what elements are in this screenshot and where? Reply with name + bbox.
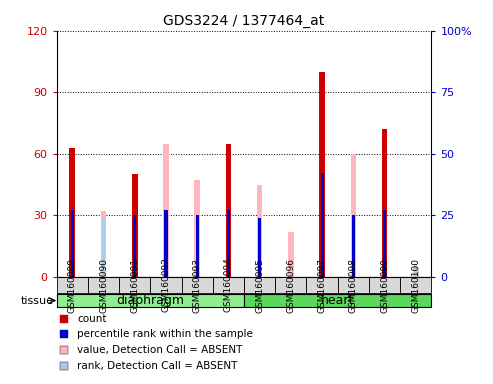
Text: GSM160097: GSM160097 bbox=[317, 258, 326, 313]
Bar bbox=[351, 154, 356, 277]
Bar bbox=[165, 210, 168, 277]
Bar bbox=[71, 210, 74, 277]
Text: rank, Detection Call = ABSENT: rank, Detection Call = ABSENT bbox=[77, 361, 238, 371]
Text: GSM160091: GSM160091 bbox=[130, 258, 139, 313]
Bar bbox=[102, 218, 105, 277]
Bar bbox=[307, 277, 338, 293]
Text: GSM160089: GSM160089 bbox=[68, 258, 77, 313]
Bar bbox=[150, 277, 181, 293]
Title: GDS3224 / 1377464_at: GDS3224 / 1377464_at bbox=[163, 14, 325, 28]
Text: GSM160098: GSM160098 bbox=[349, 258, 358, 313]
Text: GSM160092: GSM160092 bbox=[162, 258, 171, 313]
Bar bbox=[383, 210, 386, 277]
Text: GSM160094: GSM160094 bbox=[224, 258, 233, 313]
Text: GSM160100: GSM160100 bbox=[411, 258, 420, 313]
Bar bbox=[119, 277, 150, 293]
Bar bbox=[196, 215, 199, 277]
Bar bbox=[163, 144, 169, 277]
Bar bbox=[194, 180, 200, 277]
Bar bbox=[369, 277, 400, 293]
Bar bbox=[257, 185, 262, 277]
Bar bbox=[413, 266, 419, 277]
Bar bbox=[319, 72, 325, 277]
Bar bbox=[57, 277, 88, 293]
Text: GSM160096: GSM160096 bbox=[286, 258, 295, 313]
Bar bbox=[227, 210, 230, 277]
Text: GSM160090: GSM160090 bbox=[99, 258, 108, 313]
Bar bbox=[226, 144, 231, 277]
Bar bbox=[244, 277, 275, 293]
Bar bbox=[88, 277, 119, 293]
Bar bbox=[400, 277, 431, 293]
Bar bbox=[57, 294, 244, 307]
Text: heart: heart bbox=[321, 294, 354, 307]
Text: percentile rank within the sample: percentile rank within the sample bbox=[77, 329, 253, 339]
Bar bbox=[275, 277, 307, 293]
Bar bbox=[320, 174, 324, 277]
Bar bbox=[258, 218, 261, 277]
Text: count: count bbox=[77, 314, 107, 324]
Bar bbox=[244, 294, 431, 307]
Bar bbox=[181, 277, 213, 293]
Bar bbox=[288, 232, 294, 277]
Bar bbox=[213, 277, 244, 293]
Text: GSM160095: GSM160095 bbox=[255, 258, 264, 313]
Text: GSM160093: GSM160093 bbox=[193, 258, 202, 313]
Bar bbox=[132, 174, 138, 277]
Text: value, Detection Call = ABSENT: value, Detection Call = ABSENT bbox=[77, 345, 243, 355]
Bar bbox=[133, 215, 136, 277]
Text: diaphragm: diaphragm bbox=[116, 294, 184, 307]
Bar bbox=[414, 265, 417, 277]
Bar bbox=[352, 215, 355, 277]
Bar bbox=[101, 211, 106, 277]
Bar bbox=[70, 147, 75, 277]
Text: tissue: tissue bbox=[21, 296, 54, 306]
Bar bbox=[338, 277, 369, 293]
Bar bbox=[382, 129, 387, 277]
Text: GSM160099: GSM160099 bbox=[380, 258, 389, 313]
